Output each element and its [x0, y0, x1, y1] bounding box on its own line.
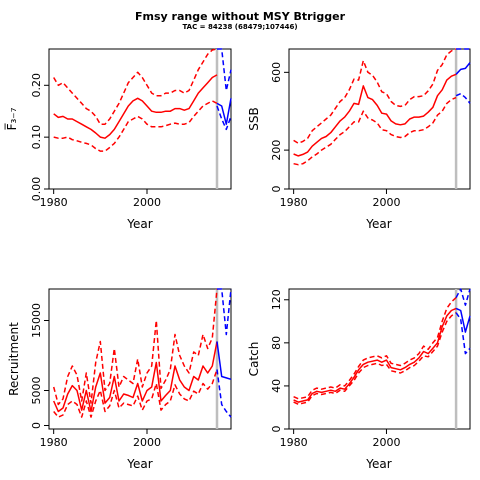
panel-ssb-forecast-central — [455, 62, 471, 75]
panel-ssb-xtick-label: 2000 — [372, 196, 400, 209]
panel-recruitment-history-central — [53, 341, 218, 413]
panel-recruitment-history-lower — [53, 369, 218, 418]
panel-catch-history-upper — [293, 297, 457, 400]
panel-ssb-history-central — [293, 73, 457, 157]
panel-f-frame — [48, 48, 232, 190]
panel-f-history-lower — [53, 100, 218, 152]
panel-catch-ytick-label: 40 — [270, 379, 283, 393]
panel-f-ytick-label: 0.20 — [30, 73, 43, 98]
panel-ssb-xtick-label: 1980 — [280, 196, 308, 209]
panel-f-forecast-upper — [217, 48, 232, 92]
figure-title: Fmsy range without MSY Btrigger — [135, 10, 345, 23]
panel-ssb-frame — [288, 48, 471, 190]
panel-catch-ytick-label: 120 — [270, 289, 283, 310]
panel-recruitment-xtick-label: 1980 — [40, 436, 68, 449]
panel-recruitment-forecast-central — [216, 341, 232, 381]
panel-catch-frame — [288, 288, 471, 430]
panel-ssb-xlabel: Year — [365, 217, 391, 231]
panel-recruitment-history-upper — [52, 288, 218, 406]
panel-f-forecast-lower — [216, 105, 232, 131]
panel-f-forecast-central — [216, 98, 232, 125]
panel-ssb-ylabel: SSB — [247, 107, 261, 130]
panel-f-xlabel: Year — [126, 217, 152, 231]
panel-catch-ytick-label: 80 — [270, 336, 283, 350]
panel-ssb-ytick-label: 0 — [270, 186, 283, 193]
panel-catch-xtick-label: 1980 — [280, 436, 308, 449]
panel-ssb-ytick-label: 600 — [270, 62, 283, 83]
panel-f-ytick-label: 0.10 — [30, 125, 43, 150]
panel-recruitment-ytick-label: 5000 — [30, 377, 43, 405]
panel-ssb-ytick-label: 200 — [270, 140, 283, 161]
panel-catch-forecast-central — [455, 307, 471, 333]
panel-recruitment-ytick-label: 15000 — [30, 303, 43, 338]
panel-recruitment: 1980 2000 0 5000 15000 Year Recruitment — [7, 288, 232, 471]
panel-ssb-history-lower — [293, 96, 457, 166]
panel-catch-history-lower — [293, 312, 457, 405]
panel-catch-ytick-label: 0 — [270, 426, 283, 433]
panel-catch-xlabel: Year — [365, 457, 391, 471]
panel-f-ytick-label: 0.00 — [30, 177, 43, 202]
figure-subtitle: TAC = 84238 (68479;107446) — [182, 23, 298, 31]
panel-f-xtick-label: 1980 — [40, 196, 68, 209]
panel-f-history-upper — [53, 48, 218, 125]
panel-f: 1980 2000 0.00 0.10 0.20 Year F̅₃₋₇ — [4, 48, 232, 231]
panel-recruitment-frame — [48, 288, 232, 430]
panel-f-history-central — [53, 74, 218, 139]
panel-recruitment-xtick-label: 2000 — [133, 436, 161, 449]
panel-catch-forecast-upper — [455, 288, 471, 306]
panel-catch: 1980 2000 0 40 80 120 Year Catch — [247, 288, 471, 471]
panel-catch-ylabel: Catch — [247, 342, 261, 377]
panel-ssb-forecast-lower — [455, 92, 471, 104]
panel-catch-history-central — [293, 307, 457, 403]
panel-f-xtick-label: 2000 — [133, 196, 161, 209]
panel-ssb: 1980 2000 0 200 600 Year SSB — [247, 48, 471, 231]
panel-catch-forecast-lower — [455, 312, 471, 355]
panel-f-ylabel: F̅₃₋₇ — [4, 107, 19, 130]
panel-recruitment-xlabel: Year — [126, 457, 152, 471]
panel-recruitment-ytick-label: 0 — [30, 422, 43, 429]
panel-catch-xtick-label: 2000 — [372, 436, 400, 449]
panel-recruitment-forecast-lower — [216, 369, 232, 418]
panel-ssb-history-upper — [293, 48, 457, 145]
panel-recruitment-ylabel: Recruitment — [7, 322, 21, 396]
panel-recruitment-forecast-upper — [217, 288, 232, 336]
